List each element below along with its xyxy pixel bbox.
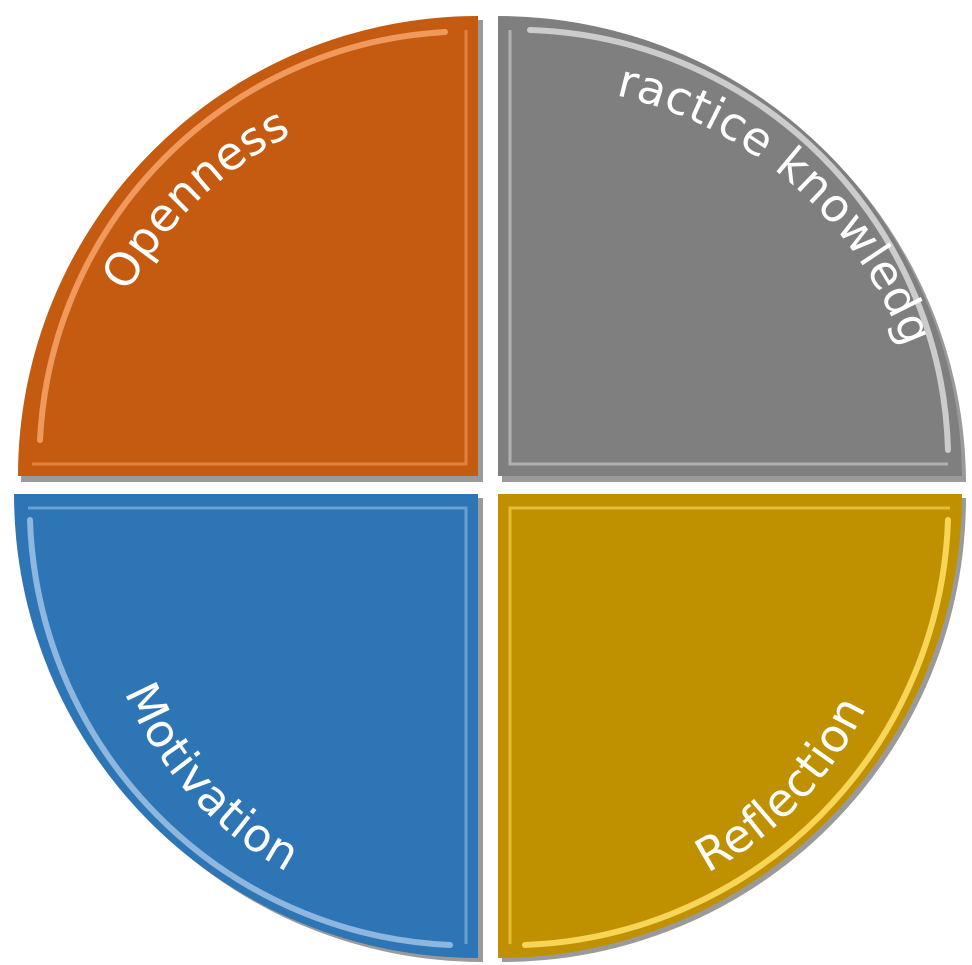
- quadrant-openness-shape: [18, 16, 478, 476]
- quadrant-practice-knowledge-shape: [498, 15, 962, 476]
- quadrant-openness: Openness: [18, 16, 483, 482]
- quadrant-motivation-shape: [14, 494, 478, 958]
- quadrant-motivation: Motivation: [14, 494, 483, 962]
- quadrant-reflection-shape: [498, 494, 962, 958]
- quadrant-reflection: Reflection: [498, 494, 966, 962]
